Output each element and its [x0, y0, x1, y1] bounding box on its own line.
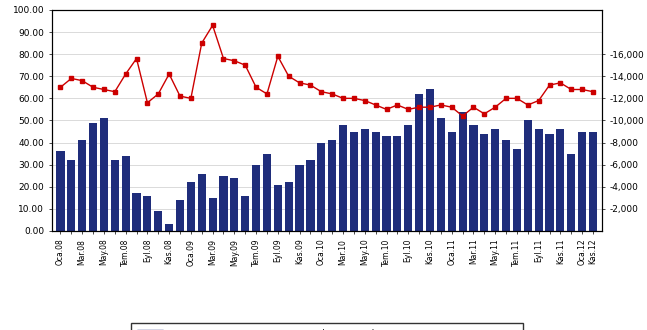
Bar — [154, 211, 162, 231]
Bar — [208, 198, 217, 231]
Bar — [111, 160, 119, 231]
Bar — [523, 120, 532, 231]
Bar — [567, 154, 575, 231]
Bar — [480, 134, 488, 231]
Bar — [285, 182, 293, 231]
Bar — [317, 143, 325, 231]
Bar — [491, 129, 499, 231]
Bar — [241, 196, 249, 231]
Bar — [545, 134, 554, 231]
Bar — [393, 136, 401, 231]
Bar — [198, 174, 206, 231]
Bar — [556, 129, 564, 231]
Bar — [263, 154, 271, 231]
Bar — [469, 125, 477, 231]
Bar — [56, 151, 65, 231]
Bar — [328, 140, 336, 231]
Bar — [122, 156, 130, 231]
Bar — [534, 129, 543, 231]
Bar — [230, 178, 239, 231]
Bar — [404, 125, 412, 231]
Bar — [144, 196, 151, 231]
Bar — [252, 165, 260, 231]
Bar — [382, 136, 391, 231]
Bar — [296, 165, 303, 231]
Bar — [578, 131, 586, 231]
Bar — [133, 193, 140, 231]
Bar — [448, 131, 455, 231]
Bar — [371, 131, 380, 231]
Legend: Dış Ticaret Dengesi, İhracatın İthalatı Karşılama Oranı (%): Dış Ticaret Dengesi, İhracatın İthalatı … — [131, 323, 523, 330]
Bar — [78, 140, 86, 231]
Bar — [589, 131, 597, 231]
Bar — [437, 118, 445, 231]
Bar — [513, 149, 521, 231]
Bar — [187, 182, 195, 231]
Bar — [176, 200, 184, 231]
Bar — [360, 129, 369, 231]
Bar — [350, 131, 358, 231]
Bar — [502, 140, 510, 231]
Bar — [274, 184, 282, 231]
Bar — [89, 123, 97, 231]
Bar — [307, 160, 314, 231]
Bar — [459, 112, 466, 231]
Bar — [165, 224, 173, 231]
Bar — [415, 94, 423, 231]
Bar — [100, 118, 108, 231]
Bar — [339, 125, 347, 231]
Bar — [426, 89, 434, 231]
Bar — [219, 176, 228, 231]
Bar — [67, 160, 76, 231]
